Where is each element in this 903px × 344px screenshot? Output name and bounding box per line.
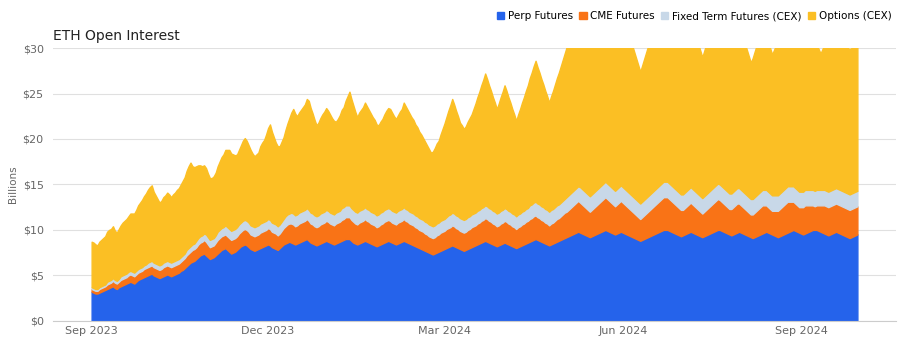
Text: ETH Open Interest: ETH Open Interest <box>53 29 180 43</box>
Legend: Perp Futures, CME Futures, Fixed Term Futures (CEX), Options (CEX): Perp Futures, CME Futures, Fixed Term Fu… <box>492 7 895 25</box>
Y-axis label: Billions: Billions <box>8 165 18 203</box>
